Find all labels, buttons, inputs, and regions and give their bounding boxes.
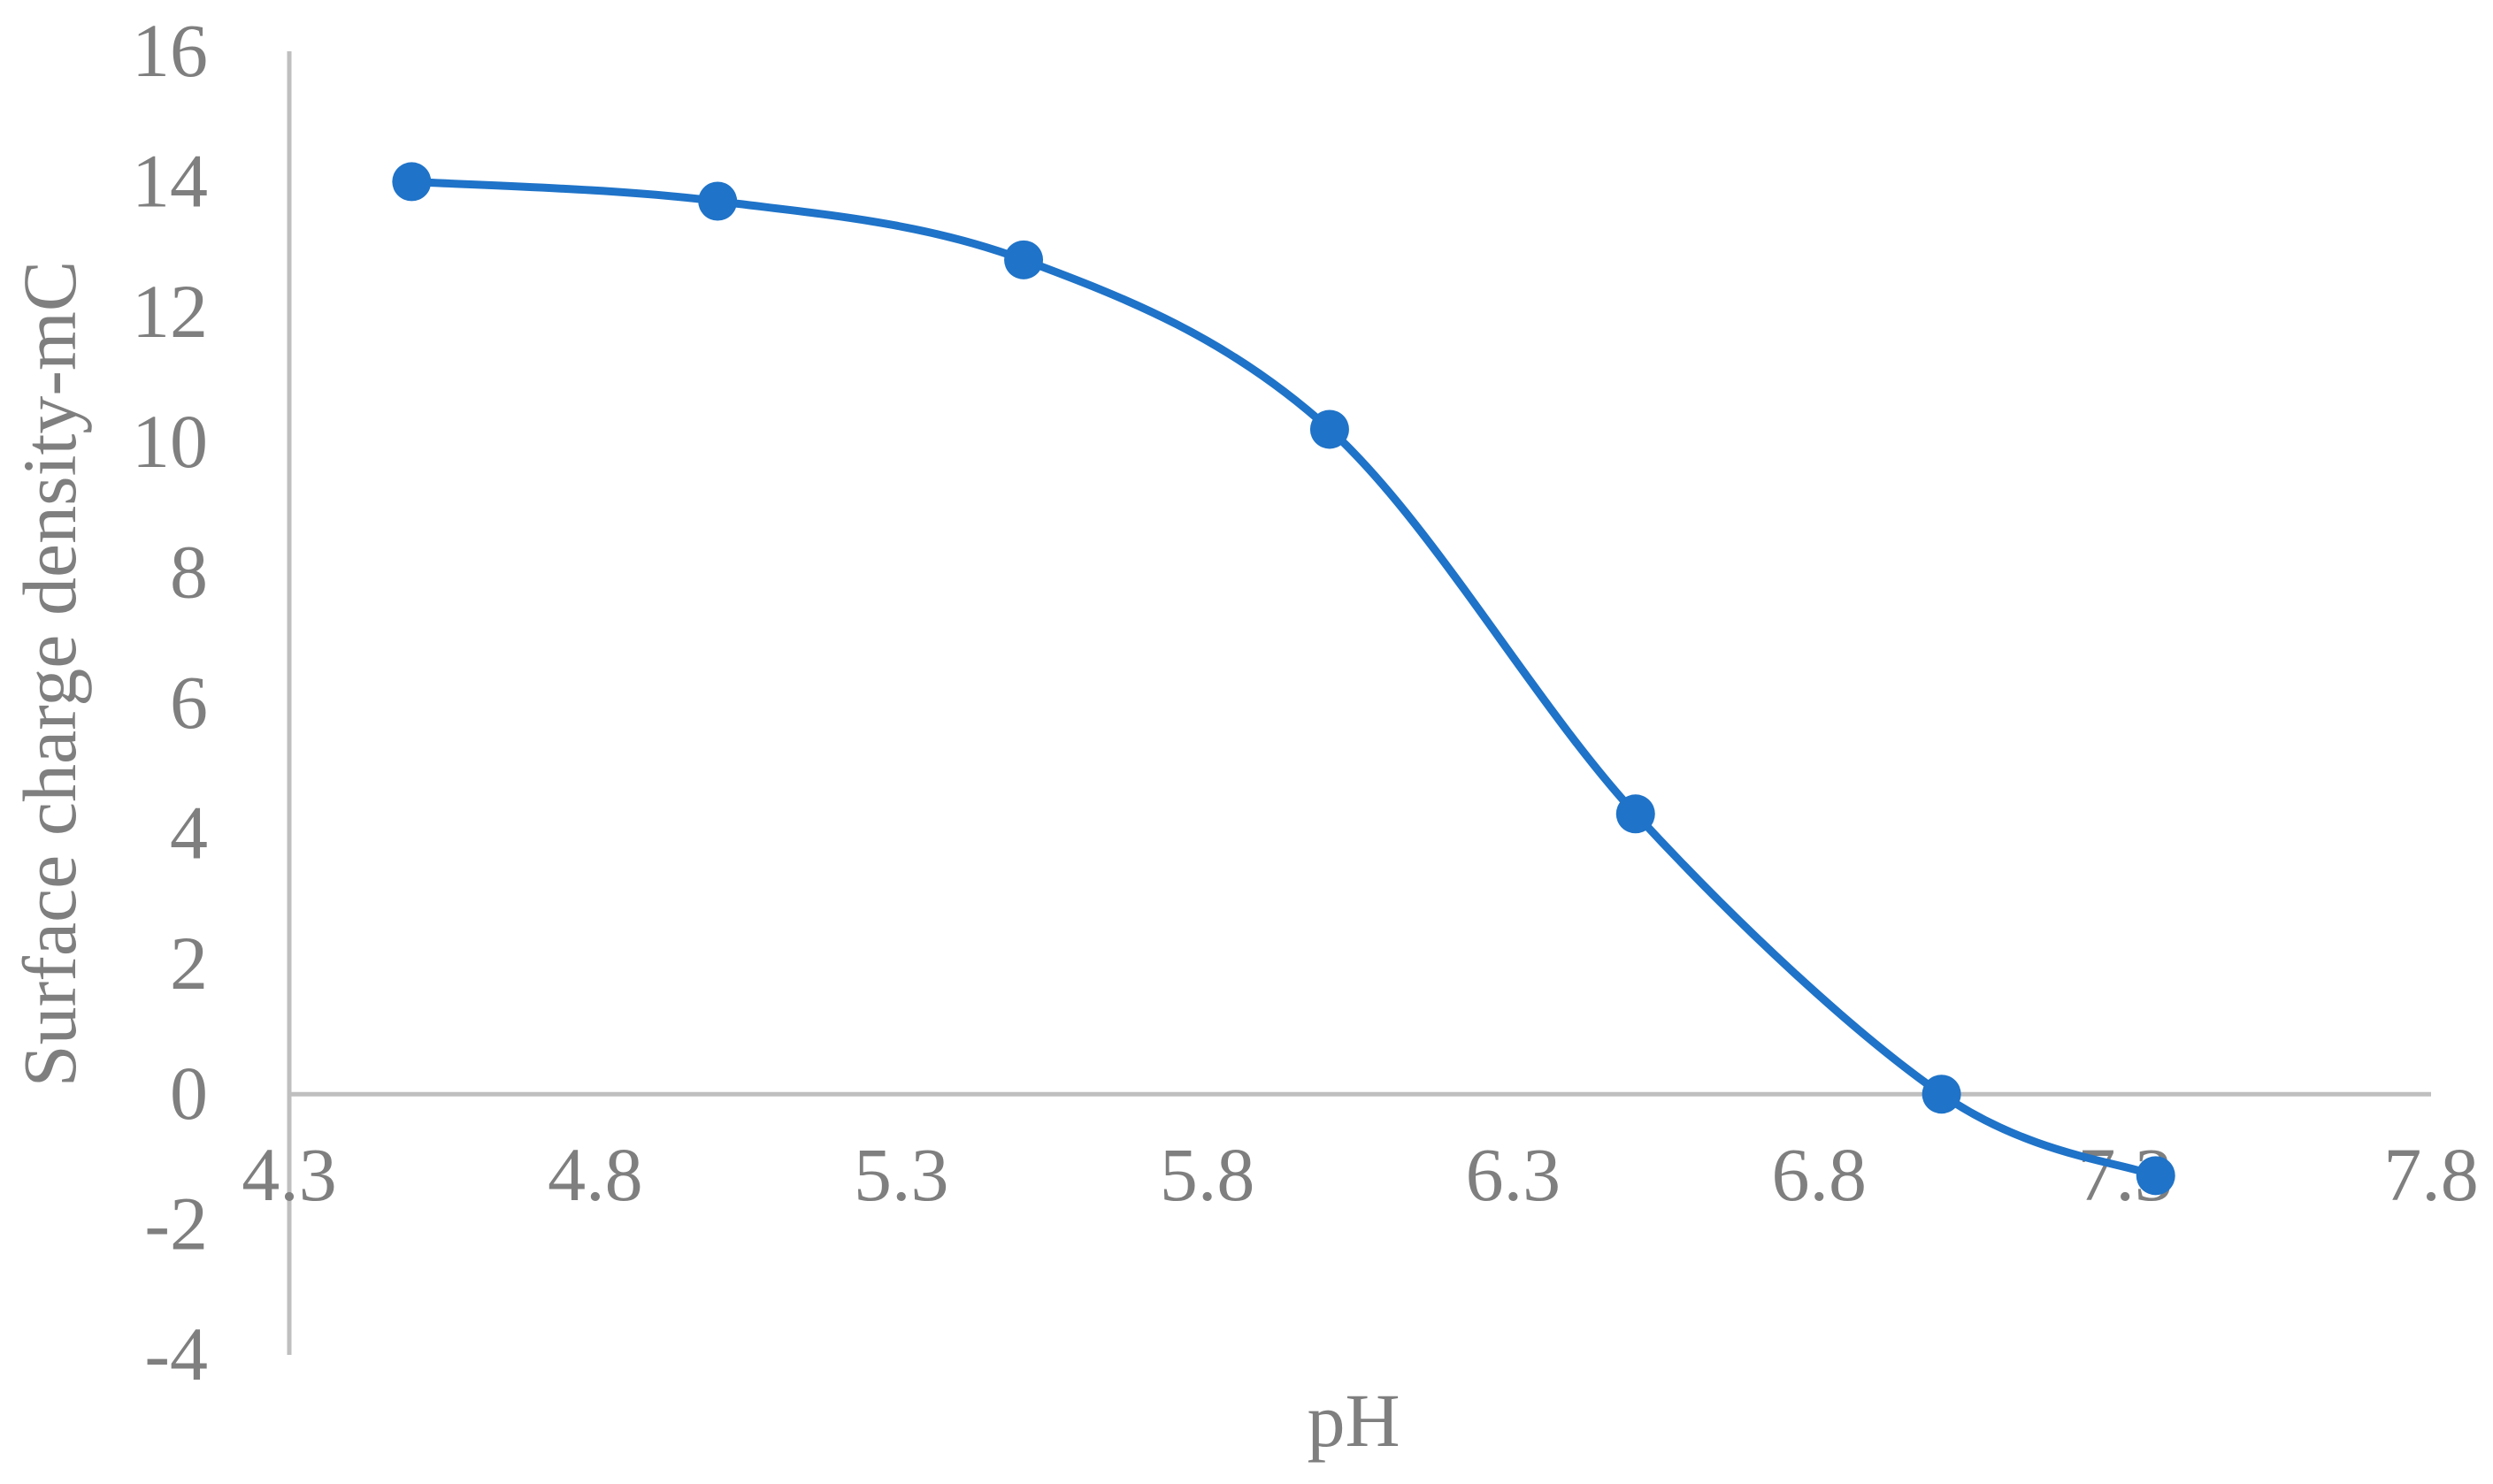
data-point [2136,1156,2175,1196]
data-point [392,162,432,202]
x-tick-label: 6.8 [1772,1132,1868,1217]
data-point [1615,794,1655,834]
x-tick-label: 4.3 [242,1132,337,1217]
y-tick-label: 2 [170,921,208,1006]
x-tick-label: 6.3 [1466,1132,1561,1217]
y-tick-labels: -4 -2 0 2 4 6 8 10 12 14 16 [132,8,208,1396]
x-tick-label: 5.3 [854,1132,949,1217]
y-axis-title: Surface charge density-mC [7,261,92,1088]
x-tick-label: 7.8 [2383,1132,2479,1217]
x-tick-labels: 4.3 4.8 5.3 5.8 6.3 6.8 7.3 7.8 [242,1132,2479,1217]
series-line [407,177,2160,1180]
y-tick-label: 4 [170,790,208,875]
x-axis-title: pH [1307,1378,1400,1463]
y-tick-label: -2 [144,1182,208,1266]
y-tick-label: 16 [132,8,208,93]
y-tick-label: 12 [132,269,208,354]
y-tick-label: 0 [170,1051,208,1136]
y-tick-label: 10 [132,399,208,484]
x-tick-label: 5.8 [1160,1132,1255,1217]
y-tick-label: 14 [132,138,208,223]
y-tick-label: 6 [170,660,208,745]
x-tick-label: 4.8 [548,1132,643,1217]
data-point [1922,1075,1961,1114]
axes [287,51,2431,1355]
series-layer [392,162,2175,1196]
y-tick-label: 8 [170,530,208,615]
data-point [1309,409,1349,449]
data-point [1004,240,1044,279]
data-point [698,181,738,221]
y-tick-label: -4 [144,1312,208,1396]
